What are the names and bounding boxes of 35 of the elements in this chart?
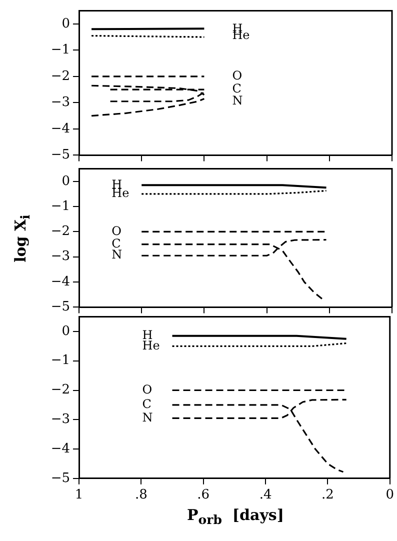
y-tick-label: −3 xyxy=(50,95,70,110)
series-label: C xyxy=(142,397,152,412)
series-label: O xyxy=(142,382,152,396)
y-tick-label: −1 xyxy=(50,353,70,368)
y-tick-label: −4 xyxy=(50,274,70,290)
y-tick-label: −4 xyxy=(50,441,70,456)
x-tick-label: .4 xyxy=(259,488,272,503)
x-axis-title: P$_{orb}$ [days] xyxy=(186,506,285,527)
x-tick-label: 0 xyxy=(386,488,394,503)
y-tick-label: −2 xyxy=(50,382,70,398)
y-tick-label: 0 xyxy=(62,16,70,32)
y-tick-label: −1 xyxy=(50,42,70,58)
series-label: N xyxy=(112,248,122,262)
y-tick-label: 0 xyxy=(62,174,70,189)
series-label: C xyxy=(112,236,121,250)
text: O xyxy=(232,68,242,83)
x-tick-label: .2 xyxy=(321,488,334,503)
text: C xyxy=(232,82,242,96)
y-tick-label: −1 xyxy=(50,198,70,214)
series-label: He xyxy=(142,338,160,352)
x-tick-label: .8 xyxy=(134,488,148,503)
y-tick-label: −5 xyxy=(50,470,70,486)
y-tick-label: −5 xyxy=(50,148,70,163)
y-tick-label: −3 xyxy=(50,412,70,428)
series-label: N xyxy=(142,410,153,424)
y-tick-label: −4 xyxy=(50,121,70,136)
y-tick-label: −2 xyxy=(50,224,70,240)
y-tick-label: 0 xyxy=(62,324,70,339)
y-tick-label: −5 xyxy=(50,300,70,315)
y-tick-label: −3 xyxy=(50,249,70,264)
series-label: O xyxy=(112,224,122,238)
text: N xyxy=(232,94,243,108)
x-tick-label: .6 xyxy=(197,488,210,503)
y-tick-label: −2 xyxy=(50,68,70,84)
x-tick-label: 1 xyxy=(74,488,84,503)
